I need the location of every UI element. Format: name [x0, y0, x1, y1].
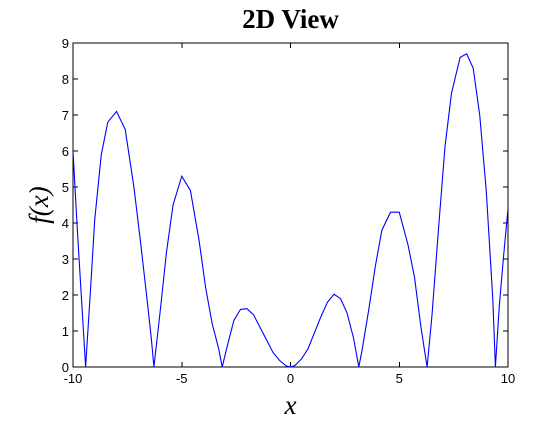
x-axis-ticks: -10 -5 0 5 10 — [64, 43, 515, 386]
y-tick-label: 0 — [62, 360, 69, 375]
y-axis-label: f(x) — [24, 186, 54, 223]
y-tick-label: 2 — [62, 288, 69, 303]
x-tick-label: 0 — [287, 371, 294, 386]
x-tick-label: 5 — [396, 371, 403, 386]
plot-area — [72, 42, 509, 368]
series-line — [72, 53, 509, 368]
y-tick-label: 6 — [62, 144, 69, 159]
x-tick-label: -10 — [64, 371, 83, 386]
y-tick-label: 5 — [62, 180, 69, 195]
x-axis-label: x — [284, 390, 297, 420]
y-tick-label: 1 — [62, 324, 69, 339]
y-tick-label: 9 — [62, 36, 69, 51]
y-tick-label: 8 — [62, 72, 69, 87]
y-axis-ticks: 0 1 2 3 4 5 6 7 8 9 — [62, 36, 508, 375]
y-tick-label: 3 — [62, 252, 69, 267]
x-tick-label: -5 — [176, 371, 188, 386]
chart-title: 2D View — [242, 4, 339, 34]
y-tick-label: 7 — [62, 108, 69, 123]
y-tick-label: 4 — [62, 216, 69, 231]
x-tick-label: 10 — [501, 371, 515, 386]
